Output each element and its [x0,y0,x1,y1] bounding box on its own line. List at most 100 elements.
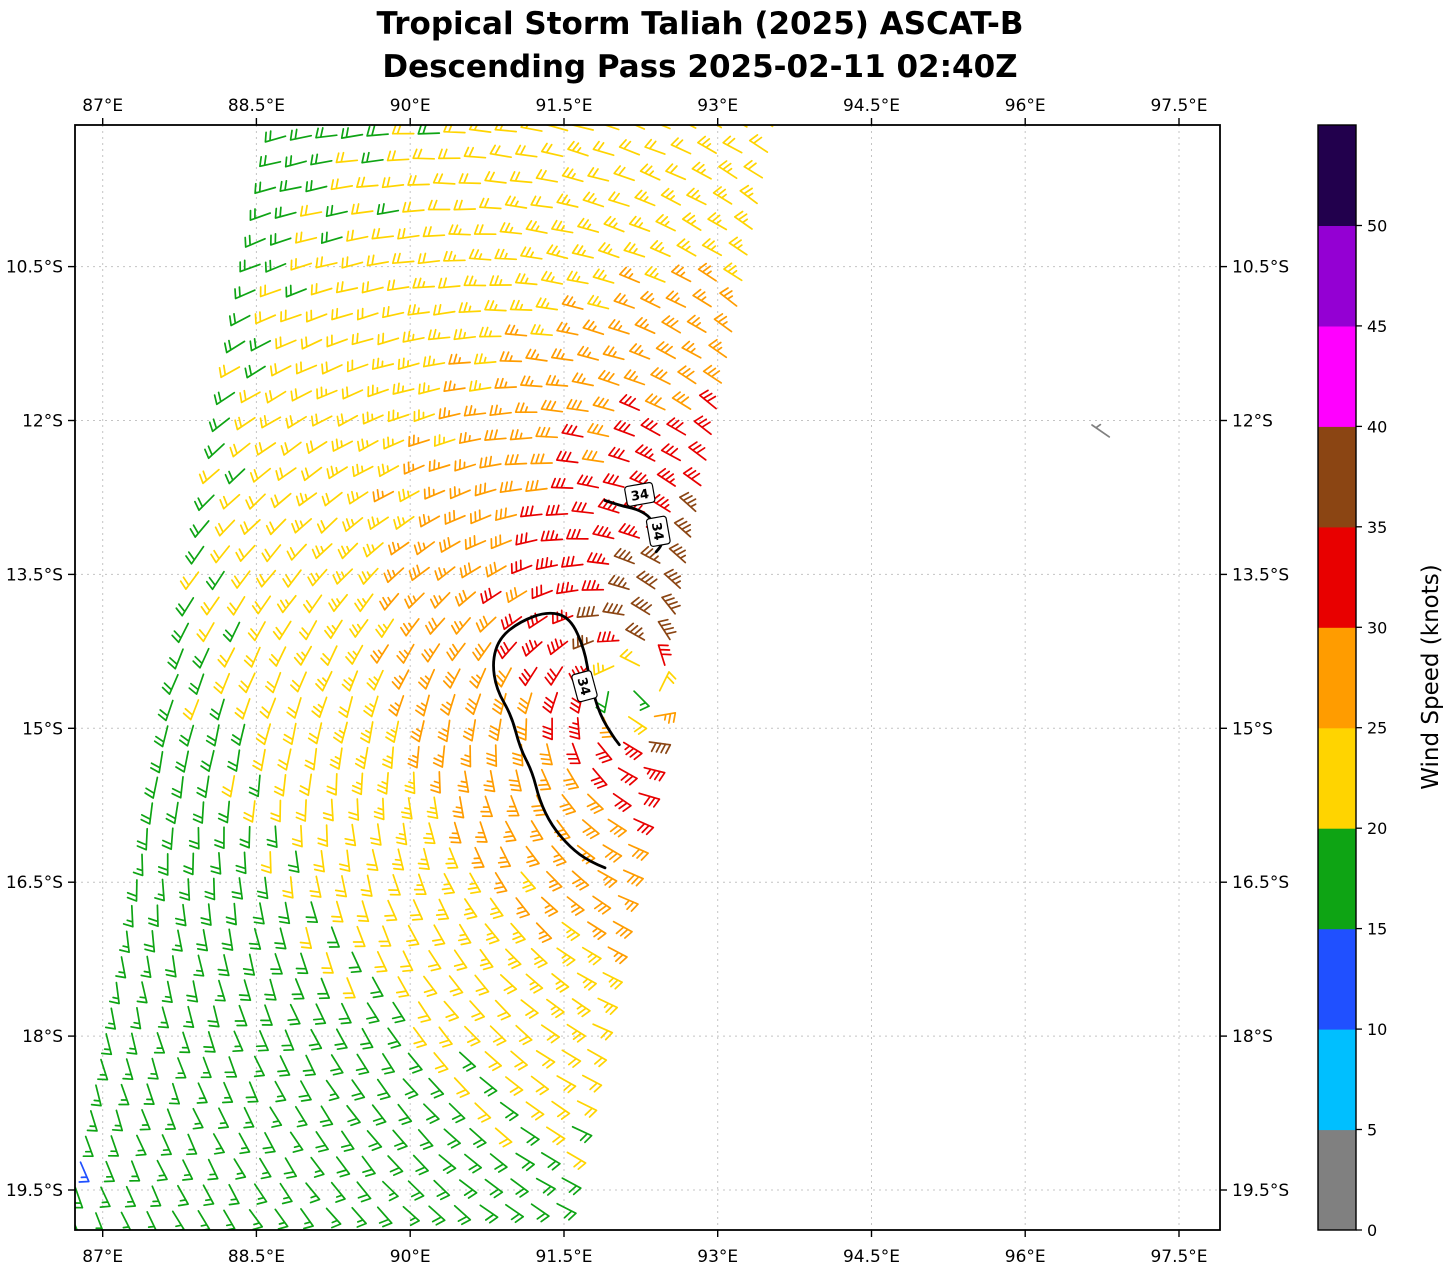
wind-barb [540,1152,561,1171]
wind-barb [388,874,401,896]
wind-barb [469,667,487,689]
wind-barb [305,180,328,193]
wind-barb [577,345,600,361]
wind-barb [345,644,364,665]
wind-barb [311,696,328,719]
wind-barb [264,130,287,143]
wind-barb [665,290,687,308]
wind-barb [602,473,625,488]
wind-barb [484,429,507,441]
wind-barb [681,340,702,359]
wind-barb [443,125,466,134]
wind-barb [171,622,190,644]
wind-barb [200,596,220,616]
wind-barb [238,672,256,694]
wind-barb [449,486,471,500]
wind-barb [673,517,692,538]
wind-barb [335,1156,351,1178]
wind-barb [335,151,359,164]
wind-barb [530,324,553,337]
wind-barb [608,446,630,463]
wind-barb [286,543,307,561]
wind-barb [120,1211,132,1230]
wind-barb [661,593,681,615]
wind-barb [448,224,471,236]
wind-barb [530,1075,550,1096]
wind-barb [194,494,215,512]
wind-barb [473,353,497,365]
wind-barb [467,872,482,895]
colorbar-segment [1318,426,1356,528]
y-tick-label-right: 10.5°S [1232,258,1289,278]
wind-barb [515,1024,533,1046]
wind-barb [268,646,287,667]
wind-barb [520,1126,540,1146]
y-tick-label-left: 15°S [22,719,63,739]
wind-barb [596,631,620,643]
wind-barb [346,359,369,373]
wind-barb [670,264,692,283]
x-tick-label-top: 94.5°E [843,96,900,116]
wind-barb [448,353,471,365]
wind-barb [686,187,707,206]
wind-barb [561,295,584,310]
wind-barb [333,721,348,744]
wind-barb [468,379,492,392]
wind-barb [622,869,644,887]
wind-barb [698,389,717,410]
wind-barb [404,592,425,609]
wind-barb [586,793,604,814]
wind-barb [299,620,318,641]
wind-barb [676,238,697,257]
wind-barb [299,926,313,949]
wind-barb [378,925,392,947]
wind-barb [559,794,577,816]
wind-barb [475,821,488,843]
wind-barb [719,287,738,307]
wind-barb [602,602,625,616]
wind-barbs-layer [75,125,1111,1230]
colorbar-border [1317,124,1357,1231]
wind-barb [743,159,764,179]
wind-barb [592,1023,614,1041]
wind-barb [179,571,200,590]
wind-barb [515,1152,535,1172]
wind-barb [387,1027,402,1049]
wind-barb [655,341,676,360]
wind-barb [192,1107,204,1130]
wind-barb [227,749,241,772]
wind-barb [239,259,261,273]
wind-barb [494,125,518,133]
wind-barb [351,463,374,478]
wind-barb [275,467,297,481]
wind-barb [499,1101,519,1122]
wind-barb [147,1057,159,1080]
wind-barb [581,946,602,966]
wind-barb [226,596,246,616]
wind-barb [612,920,633,939]
wind-barb [576,605,600,618]
wind-barb [640,545,661,564]
x-tick-label-top: 93°E [697,96,738,116]
x-tick-label-top: 91.5°E [535,96,592,116]
wind-barb [602,844,623,863]
wind-barb [480,587,502,605]
wind-barb [235,851,247,875]
wind-barb [453,328,477,341]
plot-border [74,124,1221,1231]
wind-barb [707,212,728,231]
wind-barb [332,568,354,585]
wind-barb [303,594,323,614]
wind-barb [289,128,313,141]
wind-barb [617,895,639,912]
wind-barb [104,1007,117,1030]
wind-barb [387,409,410,423]
wind-barb [469,1127,487,1149]
wind-barb [315,670,333,692]
wind-barb [496,641,518,660]
wind-barb [86,1110,98,1132]
y-tick-label-right: 19.5°S [1232,1181,1289,1201]
wind-barb [530,453,553,465]
wind-barb [320,645,338,666]
wind-barb [500,613,523,631]
